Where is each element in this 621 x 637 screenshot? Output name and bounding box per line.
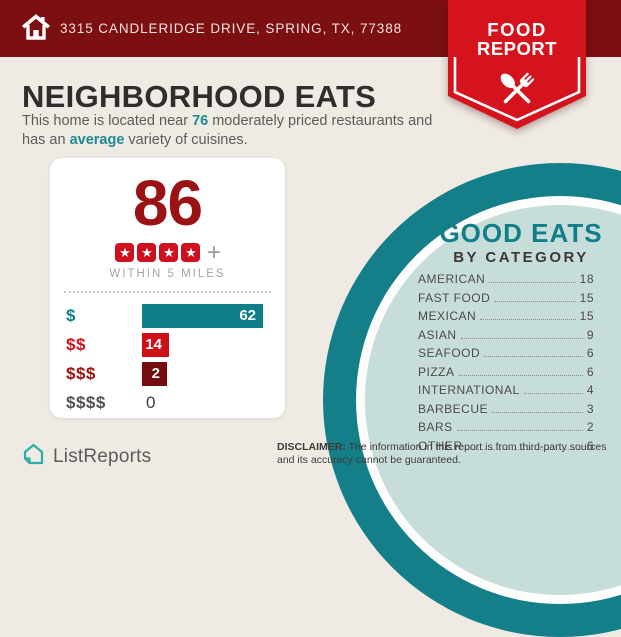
star-icon: ★ — [159, 242, 179, 262]
restaurant-score: 86 — [132, 167, 203, 239]
category-row: FAST FOOD 15 — [418, 291, 594, 305]
category-count: 6 — [586, 438, 594, 453]
price-bar-row: $$ 14 — [66, 330, 269, 359]
category-count: 2 — [586, 420, 594, 434]
listreports-house-icon — [22, 442, 45, 471]
restaurant-count: 76 — [192, 113, 209, 129]
dotted-leader — [494, 300, 576, 302]
badge-title-line1: FOOD — [487, 19, 546, 40]
price-level-label: $ — [66, 305, 76, 325]
star-icon: ★ — [181, 242, 201, 262]
food-report-badge: FOOD REPORT — [448, 0, 586, 132]
price-bar: 14 — [142, 332, 169, 357]
dotted-leader — [523, 393, 583, 394]
category-count: 3 — [586, 401, 594, 416]
category-row: OTHER 6 — [418, 439, 594, 453]
good-eats-title: GOOD EATS — [439, 218, 603, 248]
category-row: BARS 2 — [418, 420, 594, 434]
score-card: 86 ★ ★ ★ ★ + WITHIN 5 MILES $62 $$ 14 $$$ 2 $$$$ 0 — [50, 158, 285, 418]
category-count: 15 — [579, 309, 594, 323]
dotted-leader — [460, 337, 583, 339]
price-bar-row: $$$$ 0 — [66, 388, 269, 417]
disclaimer-text: DISCLAIMER: The information in this repo… — [277, 441, 607, 467]
category-list: AMERICAN 18 FAST FOOD 15 MEXICAN 15 ASIAN 9 SEAF… — [418, 272, 594, 457]
category-count: 6 — [586, 364, 594, 379]
category-row: MEXICAN 15 — [418, 309, 594, 323]
dotted-leader — [458, 374, 583, 376]
category-name: INTERNATIONAL — [418, 383, 520, 397]
dotted-leader — [480, 319, 576, 320]
price-bar-row: $$$ 2 — [66, 359, 269, 388]
category-name: FAST FOOD — [418, 290, 491, 305]
category-row: PIZZA 6 — [418, 365, 594, 379]
dotted-leader — [466, 448, 583, 450]
home-icon — [21, 12, 51, 47]
variety-accent: average — [69, 132, 125, 148]
good-eats-subtitle: BY CATEGORY — [453, 249, 589, 267]
category-row: SEAFOOD 6 — [418, 346, 594, 360]
price-level-label: $$$$ — [66, 392, 106, 412]
category-count: 4 — [586, 383, 594, 397]
price-bar-zero-value: 0 — [146, 392, 156, 412]
dotted-leader — [489, 282, 576, 283]
category-row: INTERNATIONAL 4 — [418, 383, 594, 397]
intro-pre: This home is located near — [22, 113, 193, 129]
listreports-logo: ListReports — [22, 442, 151, 471]
fork-icon — [503, 72, 535, 104]
star-rating: ★ ★ ★ ★ + — [50, 238, 285, 266]
category-count: 6 — [586, 346, 594, 360]
category-row: ASIAN 9 — [418, 328, 594, 342]
good-eats-heading: GOOD EATS BY CATEGORY — [406, 218, 621, 267]
category-name: SEAFOOD — [418, 346, 481, 360]
price-bar: 62 — [142, 303, 263, 328]
price-bar-chart: $62 $$ 14 $$$ 2 $$$$ 0 — [50, 301, 285, 417]
category-name: BARS — [418, 420, 453, 434]
intro-post: variety of cuisines. — [124, 132, 248, 148]
category-count: 18 — [579, 272, 594, 286]
price-level-label: $$ — [66, 334, 86, 354]
category-row: BARBECUE 3 — [418, 402, 594, 416]
intro-mid: moderately priced restaurants and has an — [22, 113, 433, 148]
radius-label: WITHIN 5 MILES — [109, 268, 226, 280]
category-name: OTHER — [418, 438, 463, 453]
plus-sign: + — [206, 238, 221, 266]
category-name: BARBECUE — [418, 401, 489, 416]
category-count: 15 — [579, 290, 594, 305]
dotted-leader — [456, 430, 583, 431]
star-icon: ★ — [115, 242, 135, 262]
category-name: MEXICAN — [418, 309, 477, 323]
brand-name: ListReports — [53, 445, 152, 467]
star-icon: ★ — [137, 242, 157, 262]
disclaimer-label: DISCLAIMER: — [277, 441, 346, 453]
category-name: AMERICAN — [418, 272, 486, 286]
intro-text: This home is located near 76 moderately … — [22, 112, 434, 150]
page-title: NEIGHBORHOOD EATS — [22, 79, 377, 114]
price-level-label: $$$ — [66, 363, 96, 383]
badge-title-line2: REPORT — [477, 38, 557, 59]
card-divider — [64, 291, 271, 293]
category-row: AMERICAN 18 — [418, 272, 594, 286]
dotted-leader — [484, 356, 583, 357]
disclaimer-body: The information in this report is from t… — [277, 441, 607, 466]
price-bar-row: $62 — [66, 301, 269, 330]
category-count: 9 — [586, 327, 594, 342]
property-address: 3315 CANDLERIDGE DRIVE, SPRING, TX, 7738… — [60, 21, 403, 36]
category-name: ASIAN — [418, 327, 457, 342]
price-bar: 2 — [142, 361, 167, 386]
category-name: PIZZA — [418, 364, 455, 379]
dotted-leader — [492, 411, 583, 413]
